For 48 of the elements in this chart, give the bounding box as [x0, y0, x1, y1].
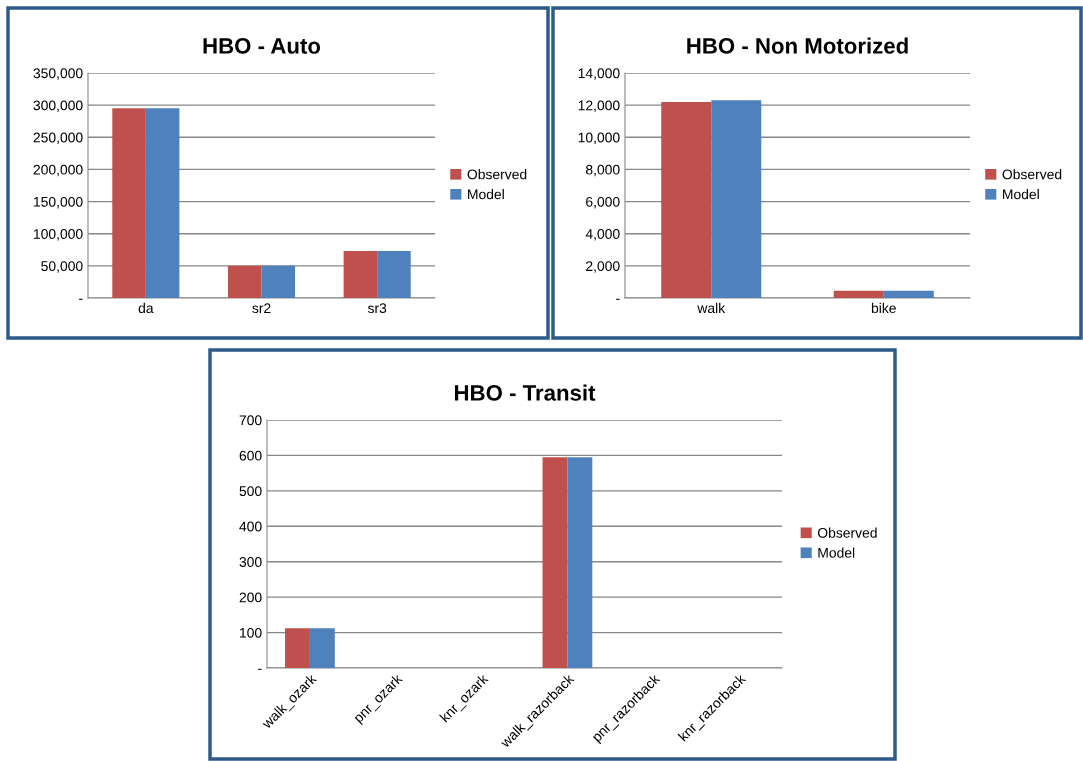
x-tick-label: da	[138, 302, 154, 314]
legend-label: Model	[1003, 189, 1039, 200]
bar	[145, 108, 180, 298]
y-tick-label: -	[258, 668, 262, 670]
y-tick-label: 500	[239, 486, 262, 497]
x-tick-label: bike	[871, 302, 896, 314]
y-tick-label: 100	[240, 627, 262, 638]
bar	[112, 108, 146, 298]
y-tick-label: 200,000	[33, 164, 83, 177]
y-tick-label: 14,000	[578, 68, 620, 80]
legend-label: Observed	[817, 527, 877, 538]
legend-label: Model	[818, 547, 855, 558]
chart-title: HBO - Transit	[454, 384, 596, 401]
y-tick-label: 600	[239, 450, 262, 461]
y-tick-label: -	[79, 298, 83, 300]
y-tick-label: 6,000	[586, 196, 620, 209]
bar	[883, 290, 934, 298]
y-tick-label: 400	[239, 521, 262, 532]
y-tick-label: 300	[239, 557, 262, 567]
x-tick-label: sr2	[252, 303, 271, 314]
y-tick-label: 300,000	[33, 100, 83, 112]
x-tick-label: walk	[697, 302, 726, 314]
y-tick-label: 8,000	[585, 164, 620, 177]
y-tick-label: 12,000	[578, 100, 620, 112]
bar	[377, 251, 411, 298]
bar	[343, 251, 378, 298]
chart-title: HBO - Non Motorized	[687, 37, 908, 54]
y-tick-label: 150,000	[34, 196, 83, 209]
bar	[661, 101, 712, 298]
y-tick-label: 700	[239, 415, 262, 426]
bar	[711, 100, 762, 298]
y-tick-label: 350,000	[33, 68, 83, 80]
y-tick-label: 100,000	[34, 229, 83, 241]
legend-label: Model	[468, 189, 504, 200]
chart-title: HBO - Auto	[203, 38, 321, 54]
y-tick-label: 200	[239, 592, 262, 603]
y-tick-label: 250,000	[33, 132, 83, 145]
y-tick-label: -	[616, 298, 620, 300]
bar	[261, 265, 296, 298]
legend-label: Observed	[1002, 169, 1062, 180]
y-tick-label: 2,000	[586, 261, 620, 273]
y-tick-label: 4,000	[585, 229, 620, 241]
legend-label: Observed	[467, 169, 527, 180]
x-tick-label: sr3	[367, 303, 387, 314]
y-tick-label: 50,000	[41, 261, 83, 273]
bar	[227, 265, 262, 298]
bar	[833, 290, 884, 298]
y-tick-label: 10,000	[578, 132, 620, 145]
